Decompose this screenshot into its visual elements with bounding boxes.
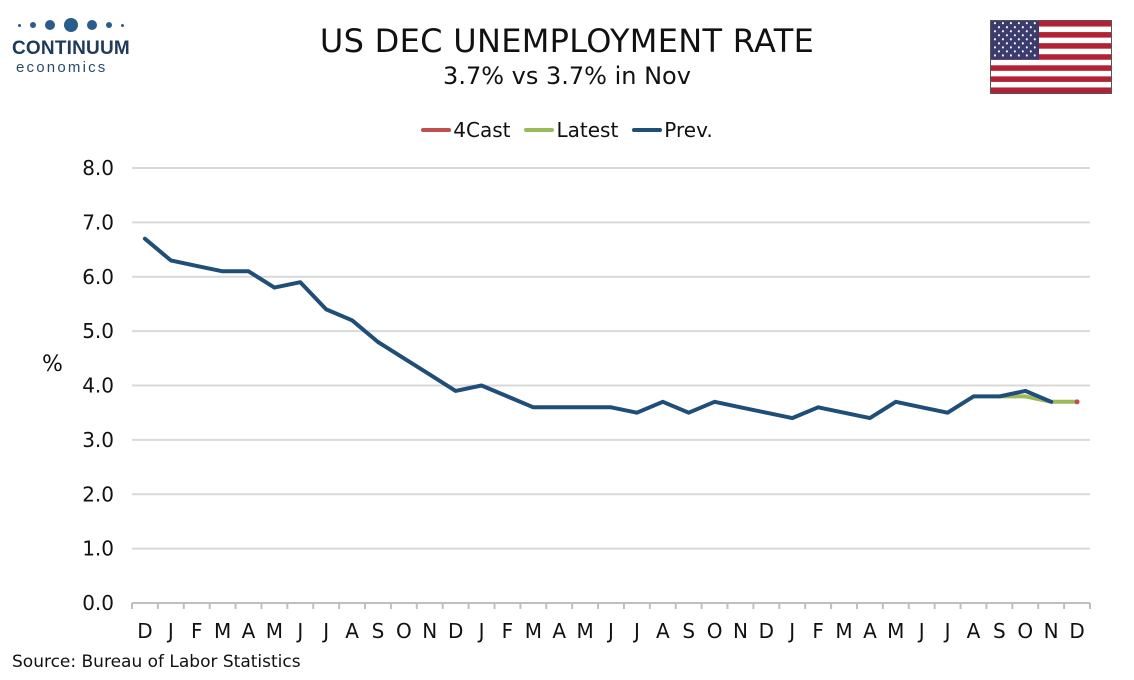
x-tick-label: J bbox=[606, 619, 614, 643]
legend-swatch-4cast bbox=[421, 128, 452, 132]
legend-swatch-prev bbox=[632, 128, 663, 132]
x-tick-label: A bbox=[552, 619, 566, 643]
y-tick-label: 2.0 bbox=[82, 482, 114, 506]
y-tick-label: 6.0 bbox=[82, 265, 114, 289]
y-tick-label: 1.0 bbox=[82, 537, 114, 561]
x-tick-label: S bbox=[372, 619, 385, 643]
series-line-latest bbox=[997, 394, 1080, 404]
source-note: Source: Bureau of Labor Statistics bbox=[12, 652, 301, 672]
x-tick-label: M bbox=[266, 619, 283, 643]
x-tick-label: M bbox=[835, 619, 852, 643]
x-tick-label: D bbox=[448, 619, 463, 643]
x-tick-label: J bbox=[477, 619, 485, 643]
x-tick-label: M bbox=[525, 619, 542, 643]
x-tick-label: S bbox=[993, 619, 1006, 643]
y-tick-label: 5.0 bbox=[82, 319, 114, 343]
legend-item-prev: Prev. bbox=[632, 118, 713, 142]
x-tick-label: J bbox=[321, 619, 329, 643]
brand-subname: economics bbox=[16, 59, 108, 76]
x-tick-label: N bbox=[733, 619, 748, 643]
x-tick-label: M bbox=[887, 619, 904, 643]
brand-logo: CONTINUUM economics bbox=[12, 14, 142, 76]
x-tick-label: N bbox=[1044, 619, 1059, 643]
x-tick-label: A bbox=[242, 619, 256, 643]
x-tick-label: J bbox=[917, 619, 925, 643]
y-tick-label: 4.0 bbox=[82, 374, 114, 398]
x-tick-label: F bbox=[812, 619, 824, 643]
chart-subtitle: 3.7% vs 3.7% in Nov bbox=[443, 62, 691, 90]
x-tick-label: F bbox=[502, 619, 514, 643]
us-flag-icon bbox=[990, 20, 1112, 94]
y-tick-label: 0.0 bbox=[82, 591, 114, 615]
legend-item-latest: Latest bbox=[524, 118, 618, 142]
y-tick-label: 7.0 bbox=[82, 210, 114, 234]
x-tick-label: D bbox=[1069, 619, 1084, 643]
x-tick-label: A bbox=[863, 619, 877, 643]
y-tick-label: 8.0 bbox=[82, 156, 114, 180]
series-line-prev bbox=[142, 236, 1054, 421]
x-tick-label: J bbox=[787, 619, 795, 643]
x-tick-label: F bbox=[191, 619, 203, 643]
data-point bbox=[1074, 399, 1080, 405]
x-tick-label: D bbox=[759, 619, 774, 643]
x-tick-label: O bbox=[396, 619, 412, 643]
legend-label-prev: Prev. bbox=[664, 118, 713, 142]
logo-dots bbox=[12, 14, 142, 36]
legend-label-latest: Latest bbox=[556, 118, 619, 142]
legend-label-4cast: 4Cast bbox=[453, 118, 511, 142]
x-tick-label: J bbox=[295, 619, 303, 643]
x-tick-label: A bbox=[967, 619, 981, 643]
brand-name: CONTINUUM bbox=[12, 38, 130, 59]
x-tick-label: J bbox=[632, 619, 640, 643]
x-tick-label: M bbox=[214, 619, 231, 643]
x-tick-label: J bbox=[166, 619, 174, 643]
x-tick-label: D bbox=[137, 619, 152, 643]
x-tick-label: J bbox=[943, 619, 951, 643]
x-tick-label: A bbox=[656, 619, 670, 643]
x-tick-label: O bbox=[707, 619, 723, 643]
y-axis-label: % bbox=[42, 352, 63, 377]
legend-swatch-latest bbox=[524, 128, 555, 132]
x-tick-label: N bbox=[422, 619, 437, 643]
x-tick-label: M bbox=[576, 619, 593, 643]
chart-title: US DEC UNEMPLOYMENT RATE bbox=[319, 22, 815, 60]
y-tick-label: 3.0 bbox=[82, 428, 114, 452]
x-tick-label: S bbox=[682, 619, 695, 643]
x-tick-label: A bbox=[345, 619, 359, 643]
x-tick-label: O bbox=[1017, 619, 1033, 643]
legend-item-4cast: 4Cast bbox=[421, 118, 510, 142]
chart-legend: 4Cast Latest Prev. bbox=[0, 118, 1134, 142]
